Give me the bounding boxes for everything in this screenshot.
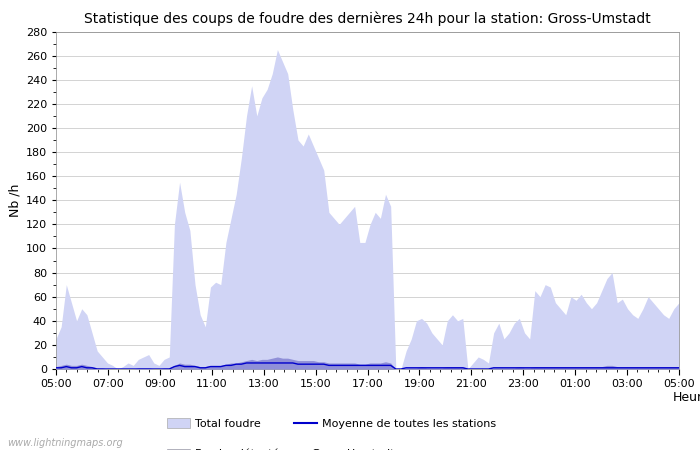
Title: Statistique des coups de foudre des dernières 24h pour la station: Gross-Umstadt: Statistique des coups de foudre des dern… <box>84 12 651 26</box>
X-axis label: Heure: Heure <box>673 391 700 404</box>
Y-axis label: Nb /h: Nb /h <box>8 184 22 217</box>
Text: www.lightningmaps.org: www.lightningmaps.org <box>7 438 122 448</box>
Legend: Foudre détectée par Gross-Umstadt: Foudre détectée par Gross-Umstadt <box>167 449 395 450</box>
